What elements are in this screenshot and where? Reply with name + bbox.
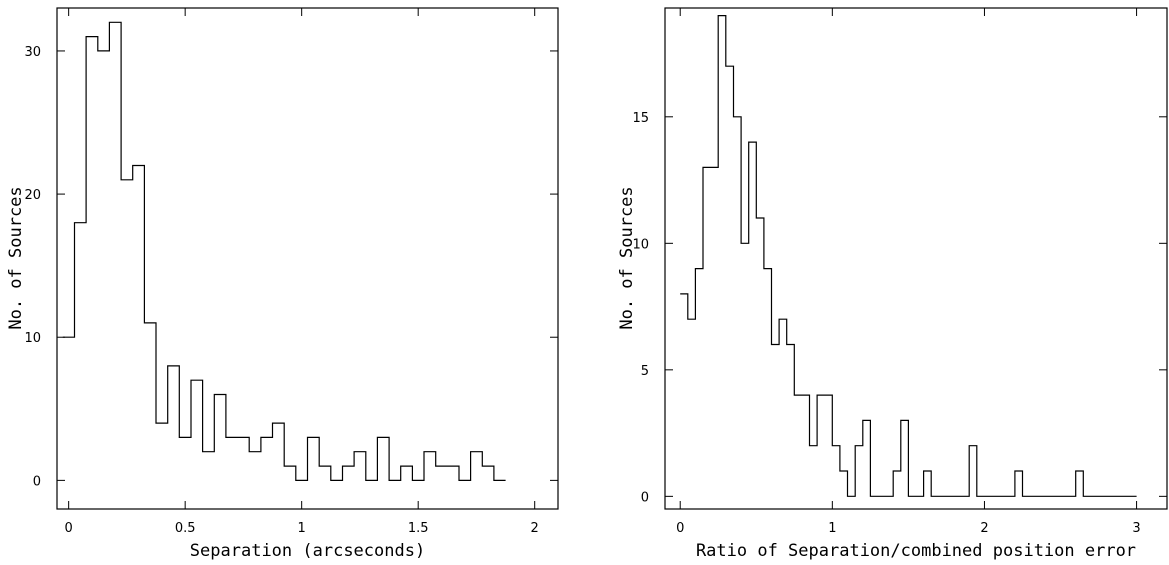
x-tick-label: 2 bbox=[980, 521, 988, 536]
y-tick-label: 10 bbox=[632, 237, 649, 252]
x-tick-label: 2 bbox=[531, 521, 539, 536]
x-tick-label: 3 bbox=[1132, 521, 1140, 536]
x-tick-label: 1.5 bbox=[408, 521, 429, 536]
plot-frame-right bbox=[664, 7, 1168, 510]
y-tick-label: 30 bbox=[24, 45, 41, 60]
chart-right: 0 5 10 15 0 1 2 3 Ratio of Separation/combined… bbox=[617, 7, 1168, 561]
x-tick-label: 0 bbox=[676, 521, 684, 536]
x-ticks-right: 0 1 2 3 bbox=[676, 8, 1141, 536]
x-tick-label: 0.5 bbox=[175, 521, 196, 536]
x-tick-label: 1 bbox=[298, 521, 306, 536]
y-axis-label-right: No. of Sources bbox=[617, 186, 637, 329]
y-tick-label: 0 bbox=[33, 474, 41, 489]
x-axis-label-right: Ratio of Separation/combined position er… bbox=[696, 541, 1136, 561]
histogram-line-left bbox=[62, 21, 506, 481]
y-tick-label: 5 bbox=[641, 364, 649, 379]
x-ticks-left: 0 0.5 1 1.5 2 bbox=[65, 8, 539, 536]
x-axis-label-left: Separation (arcseconds) bbox=[190, 541, 425, 561]
y-axis-label-left: No. of Sources bbox=[6, 186, 26, 329]
y-tick-label: 10 bbox=[24, 331, 41, 346]
y-ticks-right: 0 5 10 15 bbox=[632, 111, 1167, 505]
y-tick-label: 20 bbox=[24, 188, 41, 203]
y-tick-label: 15 bbox=[632, 111, 649, 126]
x-tick-label: 1 bbox=[828, 521, 836, 536]
chart-left: 0 10 20 30 0 0.5 1 1.5 2 Separation (arcseconds… bbox=[6, 7, 559, 561]
x-tick-label: 0 bbox=[65, 521, 73, 536]
plot-frame-left bbox=[56, 7, 559, 510]
histogram-line-right bbox=[680, 15, 1137, 497]
y-ticks-left: 0 10 20 30 bbox=[24, 45, 558, 489]
y-tick-label: 0 bbox=[641, 490, 649, 505]
